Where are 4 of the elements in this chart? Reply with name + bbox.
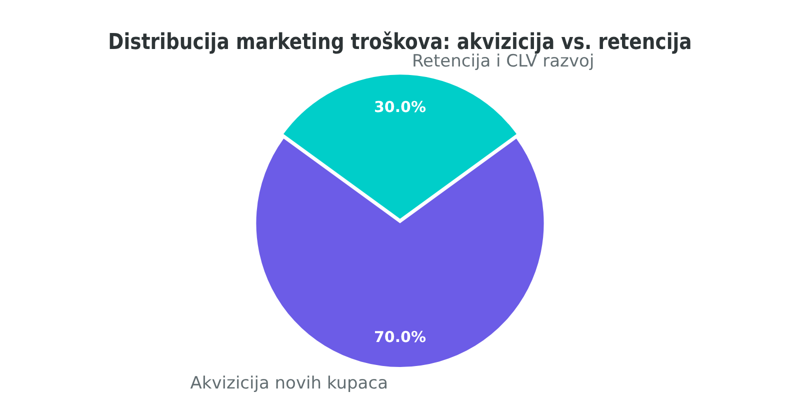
data-label: 70.0%	[374, 328, 426, 346]
data-label: 30.0%	[374, 98, 426, 116]
slice-label: Akvizicija novih kupaca	[190, 374, 388, 394]
chart-title: Distribucija marketing troškova: akvizicija vs. retencija	[108, 28, 692, 54]
